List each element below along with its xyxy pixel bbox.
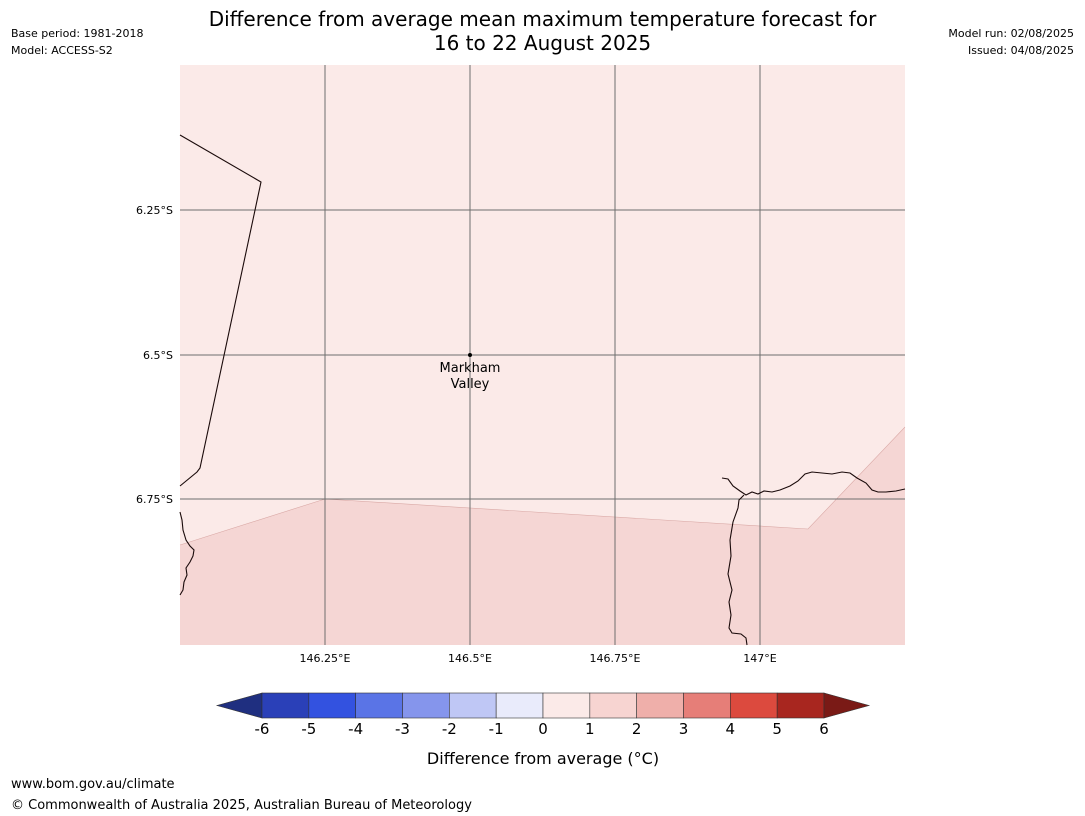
- colorbar-extend-low: [215, 692, 263, 719]
- coastline-west: [179, 511, 195, 596]
- colorbar-segment: [589, 692, 637, 719]
- lat-label-6.5: 6.5°S: [143, 349, 173, 362]
- colorbar-segment: [355, 692, 403, 719]
- title-line-1: Difference from average mean maximum tem…: [208, 7, 877, 31]
- colorbar-segment: [449, 692, 497, 719]
- colorbar-tick-label: -4: [348, 720, 363, 738]
- map-area: Markham Valley: [179, 65, 906, 646]
- colorbar-label: Difference from average (°C): [427, 749, 659, 768]
- lon-label-146.25: 146.25°E: [300, 652, 351, 665]
- colorbar-segment: [402, 692, 450, 719]
- colorbar-tick-label: 4: [726, 720, 736, 738]
- colorbar: -6 -5 -4 -3 -2 -1 0 1 2 3 4 5 6: [215, 692, 871, 738]
- colorbar-tick-label: -3: [395, 720, 410, 738]
- colorbar-tick-label: 1: [585, 720, 595, 738]
- river-line: [727, 494, 748, 646]
- colorbar-segment: [636, 692, 684, 719]
- model-name: Model: ACCESS-S2: [11, 44, 113, 57]
- border-line: [179, 134, 262, 487]
- colorbar-tick-label: -6: [255, 720, 270, 738]
- colorbar-segment: [542, 692, 591, 719]
- colorbar-segment: [261, 692, 310, 719]
- lon-label-146.5: 146.5°E: [448, 652, 492, 665]
- page-title: Difference from average mean maximum tem…: [150, 7, 935, 55]
- lon-label-146.75: 146.75°E: [590, 652, 641, 665]
- lat-label-6.25: 6.25°S: [136, 204, 173, 217]
- graticule: [180, 65, 905, 645]
- place-name-line-2: Valley: [451, 377, 490, 392]
- coastline-east: [721, 471, 906, 496]
- colorbar-segment: [776, 692, 825, 719]
- footer: www.bom.gov.au/climate © Commonwealth of…: [11, 774, 472, 816]
- colorbar-tick-label: 3: [679, 720, 689, 738]
- colorbar-segment: [683, 692, 731, 719]
- title-line-2: 16 to 22 August 2025: [433, 31, 652, 55]
- colorbar-tick-label: 6: [819, 720, 829, 738]
- place-name-line-1: Markham: [440, 361, 501, 376]
- colorbar-tick-label: 2: [632, 720, 642, 738]
- place-marker: [468, 353, 472, 357]
- base-period: Base period: 1981-2018: [11, 27, 144, 40]
- meta-right: Model run: 02/08/2025 Issued: 04/08/2025: [948, 25, 1074, 59]
- model-run: Model run: 02/08/2025: [948, 27, 1074, 40]
- footer-copyright: © Commonwealth of Australia 2025, Austra…: [11, 798, 472, 813]
- anomaly-zone-1-to-2: [180, 427, 905, 645]
- footer-url: www.bom.gov.au/climate: [11, 777, 175, 792]
- meta-left: Base period: 1981-2018 Model: ACCESS-S2: [11, 25, 143, 59]
- colorbar-segment: [495, 692, 544, 719]
- colorbar-tick-label: -2: [442, 720, 457, 738]
- colorbar-tick-label: -1: [489, 720, 504, 738]
- issued-date: Issued: 04/08/2025: [967, 44, 1074, 57]
- lat-label-6.75: 6.75°S: [136, 493, 173, 506]
- colorbar-segment: [308, 692, 356, 719]
- colorbar-tick-label: 5: [772, 720, 782, 738]
- colorbar-tick-label: -5: [301, 720, 316, 738]
- colorbar-segment: [730, 692, 778, 719]
- lon-label-147: 147°E: [743, 652, 776, 665]
- colorbar-tick-label: 0: [538, 720, 548, 738]
- colorbar-extend-high: [823, 692, 871, 719]
